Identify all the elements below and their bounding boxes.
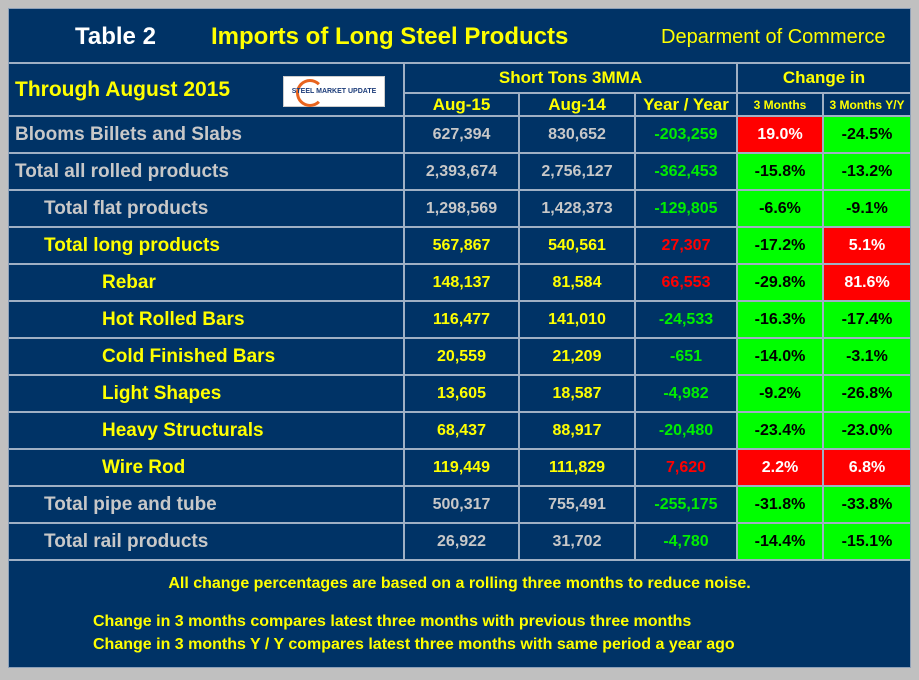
cell-aug15: 68,437 — [405, 413, 520, 450]
row-label: Total pipe and tube — [9, 487, 405, 524]
cell-m3: -17.2% — [738, 228, 824, 265]
cell-m3: -23.4% — [738, 413, 824, 450]
table-label: Table 2 — [75, 23, 156, 50]
cell-aug14: 540,561 — [520, 228, 636, 265]
cell-aug15: 20,559 — [405, 339, 520, 376]
cell-aug15: 500,317 — [405, 487, 520, 524]
cell-m3: -6.6% — [738, 191, 824, 228]
cell-aug15: 1,298,569 — [405, 191, 520, 228]
cell-m3: -14.4% — [738, 524, 824, 561]
cell-aug14: 88,917 — [520, 413, 636, 450]
cell-yoy: -651 — [636, 339, 738, 376]
table-panel: Table 2 Imports of Long Steel Products D… — [8, 8, 911, 668]
cell-aug15: 13,605 — [405, 376, 520, 413]
cell-yoy: -129,805 — [636, 191, 738, 228]
cell-yoy: -20,480 — [636, 413, 738, 450]
row-label: Total flat products — [9, 191, 405, 228]
row-label: Rebar — [9, 265, 405, 302]
cell-yoy: -255,175 — [636, 487, 738, 524]
cell-m3yy: -17.4% — [824, 302, 910, 339]
cell-m3: -9.2% — [738, 376, 824, 413]
cell-m3yy: 6.8% — [824, 450, 910, 487]
row-label: Total long products — [9, 228, 405, 265]
cell-m3yy: -24.5% — [824, 117, 910, 154]
col-header-aug15: Aug-15 — [405, 94, 520, 117]
row-label: Light Shapes — [9, 376, 405, 413]
cell-aug15: 567,867 — [405, 228, 520, 265]
cell-m3: 19.0% — [738, 117, 824, 154]
row-label: Blooms Billets and Slabs — [9, 117, 405, 154]
logo-text: STEEL MARKET UPDATE — [291, 88, 377, 95]
through-date: Through August 2015 STEEL MARKET UPDATE — [9, 64, 405, 117]
cell-aug14: 81,584 — [520, 265, 636, 302]
cell-aug15: 26,922 — [405, 524, 520, 561]
col-header-3myy: 3 Months Y/Y — [824, 94, 910, 117]
cell-aug14: 111,829 — [520, 450, 636, 487]
cell-aug14: 755,491 — [520, 487, 636, 524]
footer-note-3myy: Change in 3 months Y / Y compares latest… — [93, 636, 735, 653]
cell-m3yy: -23.0% — [824, 413, 910, 450]
cell-yoy: -4,780 — [636, 524, 738, 561]
footer-note-rolling: All change percentages are based on a ro… — [168, 575, 751, 592]
cell-aug15: 2,393,674 — [405, 154, 520, 191]
cell-m3yy: -9.1% — [824, 191, 910, 228]
page-title: Imports of Long Steel Products — [211, 23, 569, 50]
cell-aug14: 18,587 — [520, 376, 636, 413]
cell-yoy: -362,453 — [636, 154, 738, 191]
cell-m3yy: -33.8% — [824, 487, 910, 524]
cell-aug14: 830,652 — [520, 117, 636, 154]
cell-aug15: 119,449 — [405, 450, 520, 487]
col-header-aug14: Aug-14 — [520, 94, 636, 117]
cell-m3yy: -15.1% — [824, 524, 910, 561]
cell-m3: -14.0% — [738, 339, 824, 376]
row-label: Total all rolled products — [9, 154, 405, 191]
cell-m3yy: 81.6% — [824, 265, 910, 302]
cell-aug14: 141,010 — [520, 302, 636, 339]
cell-aug15: 148,137 — [405, 265, 520, 302]
cell-yoy: -203,259 — [636, 117, 738, 154]
cell-aug14: 31,702 — [520, 524, 636, 561]
cell-m3: -16.3% — [738, 302, 824, 339]
cell-m3: -15.8% — [738, 154, 824, 191]
cell-aug14: 2,756,127 — [520, 154, 636, 191]
row-label: Total rail products — [9, 524, 405, 561]
cell-yoy: 66,553 — [636, 265, 738, 302]
cell-yoy: -24,533 — [636, 302, 738, 339]
cell-aug15: 627,394 — [405, 117, 520, 154]
cell-m3: -31.8% — [738, 487, 824, 524]
group-header-short-tons: Short Tons 3MMA — [405, 64, 738, 94]
cell-yoy: 7,620 — [636, 450, 738, 487]
through-text: Through August 2015 — [15, 77, 231, 101]
cell-aug14: 1,428,373 — [520, 191, 636, 228]
cell-m3yy: -26.8% — [824, 376, 910, 413]
col-header-3m: 3 Months — [738, 94, 824, 117]
cell-m3: -29.8% — [738, 265, 824, 302]
cell-m3yy: -13.2% — [824, 154, 910, 191]
cell-m3yy: -3.1% — [824, 339, 910, 376]
cell-m3: 2.2% — [738, 450, 824, 487]
cell-yoy: -4,982 — [636, 376, 738, 413]
group-header-change: Change in — [738, 64, 910, 94]
cell-aug15: 116,477 — [405, 302, 520, 339]
col-header-yoy: Year / Year — [636, 94, 738, 117]
footer-note-3m: Change in 3 months compares latest three… — [93, 613, 692, 630]
cell-m3yy: 5.1% — [824, 228, 910, 265]
cell-yoy: 27,307 — [636, 228, 738, 265]
row-label: Cold Finished Bars — [9, 339, 405, 376]
cell-aug14: 21,209 — [520, 339, 636, 376]
source-label: Deparment of Commerce — [661, 26, 886, 48]
row-label: Wire Rod — [9, 450, 405, 487]
title-row: Table 2 Imports of Long Steel Products D… — [9, 9, 910, 64]
row-label: Heavy Structurals — [9, 413, 405, 450]
row-label: Hot Rolled Bars — [9, 302, 405, 339]
steel-market-update-logo: STEEL MARKET UPDATE — [283, 76, 385, 107]
